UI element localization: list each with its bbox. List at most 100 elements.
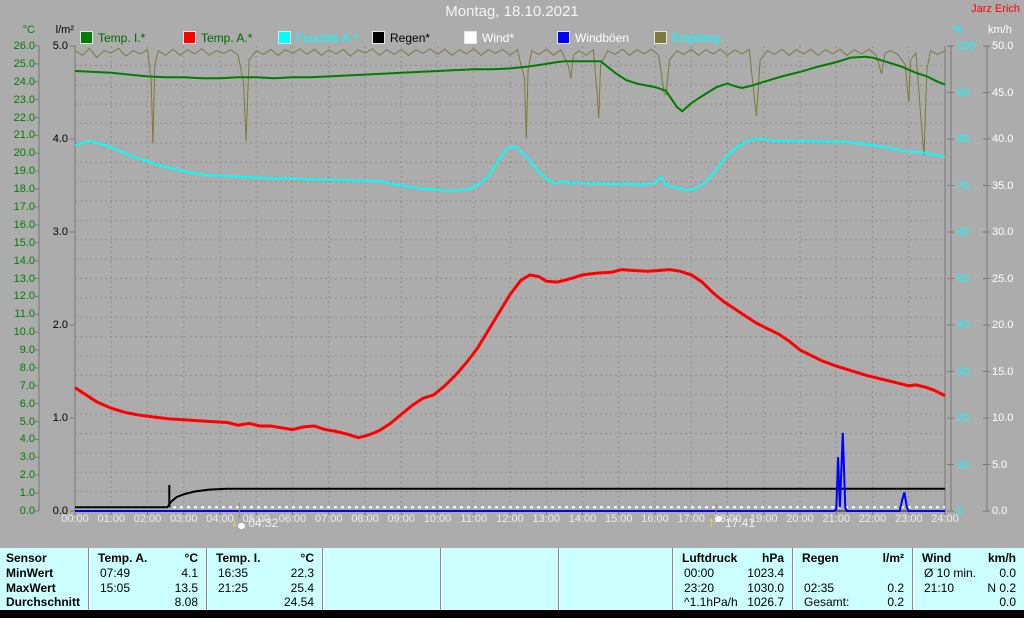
temp-tick-label: 25.0 — [13, 57, 35, 70]
day-marker-time: 17:41 — [725, 516, 756, 530]
temp-tick-label: 2.0 — [19, 469, 35, 482]
temp-tick-label: 18.0 — [13, 183, 35, 196]
temp-tick-label: 20.0 — [13, 147, 35, 160]
humidity-tick-label: 80 — [957, 133, 970, 145]
humidity-tick-label: 10 — [957, 458, 970, 471]
wind-tick-label: 10.0 — [992, 412, 1014, 424]
wind-tick-label: 50.0 — [992, 40, 1014, 52]
humidity-tick-label: 50 — [957, 272, 970, 285]
summary-panel-unit: °C — [184, 551, 198, 565]
x-tick-label: 17:00 — [677, 513, 706, 525]
summary-value-time: 00:00 — [684, 566, 715, 580]
temp-tick-label: 0.0 — [19, 505, 35, 517]
chart-plot-area — [35, 45, 990, 518]
legend-chip — [80, 31, 93, 44]
summary-panel-title: Luftdruck — [682, 551, 738, 565]
x-tick-label: 05:00 — [242, 513, 271, 525]
summary-value-time: 21:25 — [218, 581, 249, 595]
wind-tick-label: 15.0 — [992, 365, 1014, 378]
summary-panel-unit: l/m² — [882, 551, 904, 565]
rain-tick-label: 4.0 — [52, 133, 68, 145]
legend-item-temp-i-: Temp. I.* — [80, 31, 146, 45]
summary-table-background — [0, 548, 1024, 610]
x-tick-label: 11:00 — [460, 513, 488, 525]
x-tick-label: 14:00 — [568, 513, 597, 525]
summary-row-label: Sensor — [6, 551, 47, 565]
summary-value-time: 07:49 — [100, 566, 131, 580]
x-tick-label: 15:00 — [604, 513, 633, 525]
summary-value: 4.1 — [181, 566, 198, 580]
moon-set-arrow-icon: ↓ — [231, 514, 238, 529]
summary-value-time: Gesamt: — [804, 595, 850, 609]
table-divider — [792, 548, 794, 610]
temp-tick-label: 15.0 — [13, 236, 35, 249]
legend-label: Empfang — [672, 31, 721, 45]
series-feuchte-a- — [74, 137, 946, 192]
legend-item-feuchte-a-: Feuchte A.* — [278, 31, 359, 45]
summary-value-time: Ø 10 min. — [924, 566, 977, 580]
temp-tick-label: 17.0 — [13, 200, 35, 213]
legend-chip — [464, 31, 477, 44]
temp-tick-label: 9.0 — [19, 344, 35, 357]
summary-value: 25.4 — [290, 581, 314, 595]
temp-tick-label: 8.0 — [19, 361, 35, 374]
summary-value: 24.54 — [283, 595, 314, 609]
humidity-tick-label: 60 — [957, 226, 970, 238]
temp-tick-label: 26.0 — [13, 40, 35, 52]
rain-tick-label: 5.0 — [52, 40, 68, 52]
summary-value-time: 23:20 — [684, 581, 715, 595]
series-temp-i- — [74, 55, 946, 113]
temp-tick-label: 14.0 — [13, 254, 35, 267]
bottom-strip — [0, 610, 1024, 618]
temp-tick-label: 12.0 — [13, 290, 35, 303]
legend-label: Temp. A.* — [201, 31, 253, 45]
summary-panel-unit: °C — [300, 551, 314, 565]
table-divider — [558, 548, 560, 610]
summary-value: 0.2 — [887, 581, 904, 595]
wind-axis-unit: km/h — [988, 24, 1012, 36]
x-tick-label: 16:00 — [641, 513, 669, 525]
legend-chip — [654, 31, 667, 44]
legend-label: Temp. I.* — [98, 31, 146, 45]
wind-tick-label: 35.0 — [992, 179, 1014, 192]
table-divider — [912, 548, 914, 610]
x-tick-label: 10:00 — [423, 513, 452, 525]
legend-label: Feuchte A.* — [296, 31, 359, 45]
summary-value-time: 02:35 — [804, 581, 835, 595]
x-tick-label: 00:00 — [61, 513, 89, 525]
temp-tick-label: 1.0 — [19, 487, 35, 500]
summary-panel-unit: hPa — [761, 551, 784, 565]
temp-tick-label: 13.0 — [13, 272, 35, 285]
summary-panel-unit: km/h — [987, 551, 1016, 565]
legend-item-empfang: Empfang — [654, 31, 721, 45]
x-tick-label: 08:00 — [351, 513, 379, 525]
x-tick-label: 22:00 — [858, 513, 887, 525]
x-tick-label: 07:00 — [314, 513, 343, 525]
summary-panel-title: Regen — [802, 551, 839, 565]
summary-value: N 0.2 — [987, 581, 1016, 595]
humidity-tick-label: 70 — [957, 179, 970, 192]
temp-tick-label: 4.0 — [19, 433, 35, 446]
legend-label: Regen* — [390, 31, 431, 45]
summary-value: 22.3 — [290, 566, 314, 580]
legend-chip — [557, 31, 570, 44]
table-divider — [440, 548, 442, 610]
x-tick-label: 13:00 — [532, 513, 561, 525]
wind-tick-label: 45.0 — [992, 86, 1014, 99]
wind-tick-label: 30.0 — [992, 226, 1014, 238]
x-tick-label: 09:00 — [387, 513, 416, 525]
series-temp-a- — [74, 268, 946, 440]
x-tick-label: 02:00 — [133, 513, 162, 525]
summary-value-time: 16:35 — [218, 566, 249, 580]
legend-item-wind-: Wind* — [464, 31, 514, 44]
x-tick-label: 18:00 — [713, 513, 742, 525]
wind-tick-label: 40.0 — [992, 133, 1014, 145]
moon-rise-arrow-icon: ↑ — [708, 514, 715, 529]
humidity-tick-label: 40 — [957, 319, 970, 331]
humidity-tick-label: 30 — [957, 365, 970, 378]
summary-panel-title: Temp. A. — [98, 551, 148, 565]
x-tick-label: 01:00 — [97, 513, 126, 525]
legend-item-windb-en: Windböen — [557, 31, 629, 44]
x-tick-label: 06:00 — [278, 513, 307, 525]
summary-row-label: MaxWert — [6, 581, 56, 595]
